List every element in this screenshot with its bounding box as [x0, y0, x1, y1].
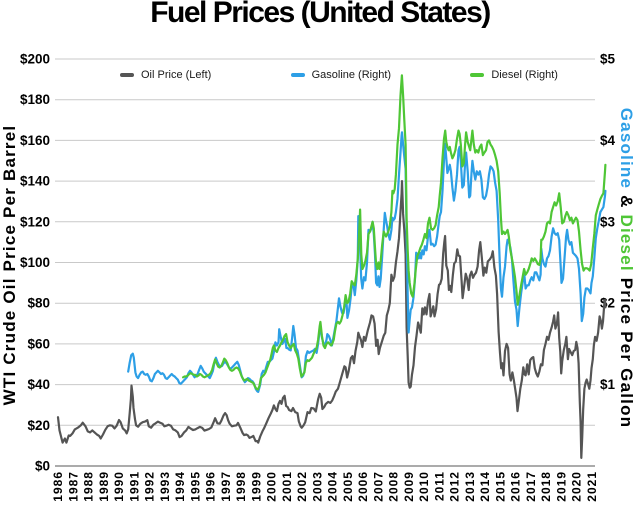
x-axis-year-label: 2007	[371, 471, 385, 502]
oil-price-legend-dash-icon	[120, 73, 134, 77]
diesel-legend-dash-icon	[470, 73, 485, 77]
chart-title: Fuel Prices (United States)	[150, 0, 491, 29]
x-axis-year-label: 2021	[585, 471, 599, 502]
x-axis-year-label: 2006	[356, 471, 370, 502]
legend-item-diesel: Diesel (Right)	[470, 69, 558, 81]
y-left-tick-label: $100	[20, 255, 50, 270]
x-axis-year-label: 2018	[539, 471, 553, 502]
x-axis-year-label: 2016	[509, 471, 523, 502]
x-axis-year-label: 1989	[97, 471, 111, 502]
diesel-line	[182, 74, 607, 391]
x-axis-year-label: 2020	[570, 471, 584, 502]
y-right-tick-label: $1	[600, 377, 616, 392]
legend-item-oil-price: Oil Price (Left)	[120, 69, 211, 81]
y-left-tick-label: $0	[35, 459, 50, 474]
x-axis-year-label: 2009	[402, 471, 416, 502]
x-axis-year-label: 1992	[143, 471, 157, 502]
y-left-tick-label: $160	[20, 133, 50, 148]
x-axis-year-label: 1988	[82, 471, 96, 502]
y-left-tick-label: $180	[20, 92, 50, 107]
y-right-tick-label: $5	[600, 52, 616, 67]
x-axis-year-label: 2017	[524, 471, 538, 502]
x-axis-year-label: 1990	[112, 471, 126, 502]
y-left-tick-label: $120	[20, 214, 50, 229]
x-axis-year-label: 2000	[265, 471, 279, 502]
x-axis-year-label: 1996	[204, 471, 218, 502]
x-axis-year-label: 2002	[295, 471, 309, 502]
y-right-tick-label: $4	[600, 133, 616, 148]
x-axis-year-label: 1994	[173, 471, 187, 502]
x-axis-year-label: 2015	[493, 471, 507, 502]
x-axis-year-label: 1998	[234, 471, 248, 502]
x-axis-year-label: 2003	[310, 471, 324, 502]
x-axis-year-label: 2001	[280, 471, 294, 502]
legend-item-label: Diesel (Right)	[491, 69, 558, 81]
x-axis-year-label: 2004	[326, 471, 340, 502]
legend-item-label: Gasoline (Right)	[311, 69, 392, 81]
x-axis-year-label: 1986	[51, 471, 65, 502]
x-axis-year-label: 1999	[249, 471, 263, 502]
y-left-tick-label: $80	[27, 296, 50, 311]
y-left-tick-label: $60	[27, 336, 50, 351]
y-left-tick-label: $140	[20, 174, 50, 189]
x-axis-year-label: 2008	[387, 471, 401, 502]
x-axis-year-label: 1995	[188, 471, 202, 502]
y-left-tick-label: $20	[27, 418, 50, 433]
gasoline-legend-dash-icon	[290, 73, 305, 77]
y-right-tick-label: $2	[600, 296, 615, 311]
y-right-tick-label: $3	[600, 214, 616, 229]
x-axis-year-label: 1993	[158, 471, 172, 502]
x-axis-year-label: 1991	[127, 471, 141, 502]
oil-price-line	[56, 180, 607, 459]
x-axis-year-label: 1997	[219, 471, 233, 502]
x-axis-year-label: 2011	[432, 471, 446, 501]
x-axis-year-label: 2010	[417, 471, 431, 502]
legend-item-gasoline: Gasoline (Right)	[290, 69, 392, 81]
y-left-tick-label: $40	[27, 377, 50, 392]
x-axis-year-label: 1987	[66, 471, 80, 502]
legend: Oil Price (Left) Gasoline (Right) Diesel (…	[120, 69, 558, 81]
x-axis-year-label: 2019	[554, 471, 568, 502]
x-axis-year-label: 2005	[341, 471, 355, 502]
x-axis-year-label: 2014	[478, 471, 492, 502]
x-axis-year-label: 2013	[463, 471, 477, 502]
legend-item-label: Oil Price (Left)	[141, 69, 212, 81]
y-left-tick-label: $200	[20, 52, 50, 67]
x-axis-year-label: 2012	[448, 471, 462, 502]
